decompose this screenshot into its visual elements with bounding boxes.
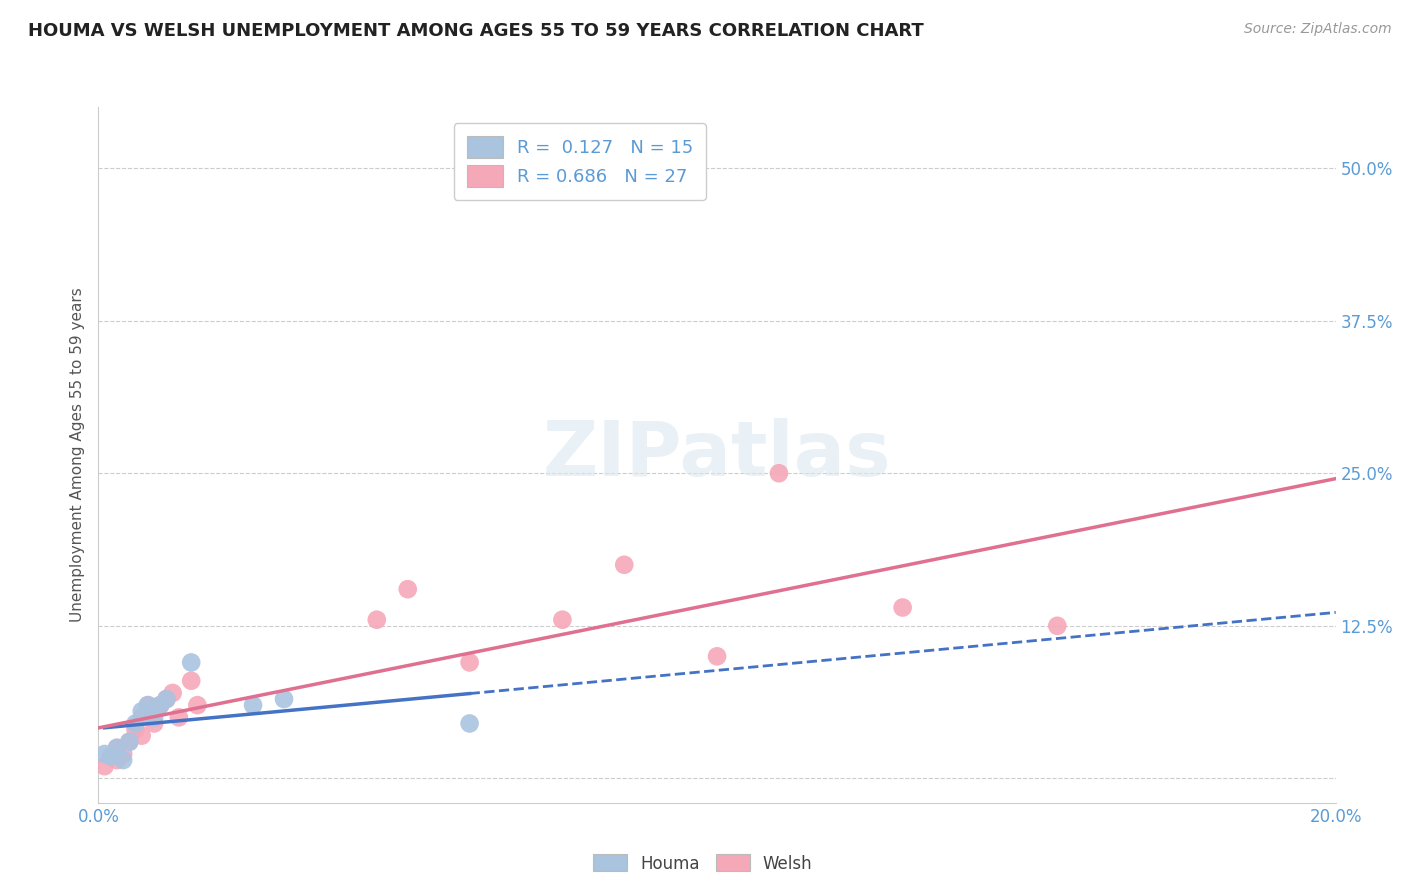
Point <box>396 582 419 597</box>
Point <box>143 710 166 724</box>
Point <box>105 740 128 755</box>
Point <box>136 698 159 713</box>
Point <box>180 656 202 670</box>
Text: ZIPatlas: ZIPatlas <box>543 418 891 491</box>
Point <box>100 749 122 764</box>
Point <box>112 753 135 767</box>
Point <box>706 649 728 664</box>
Point <box>124 723 146 737</box>
Point <box>131 729 153 743</box>
Point <box>149 698 172 713</box>
Point <box>458 656 481 670</box>
Point <box>155 692 177 706</box>
Point <box>891 600 914 615</box>
Point <box>155 692 177 706</box>
Point <box>136 698 159 713</box>
Point <box>143 704 166 718</box>
Point <box>124 716 146 731</box>
Point <box>613 558 636 572</box>
Point <box>118 735 141 749</box>
Point <box>118 735 141 749</box>
Point <box>242 698 264 713</box>
Point <box>273 692 295 706</box>
Point <box>100 749 122 764</box>
Legend: Houma, Welsh: Houma, Welsh <box>586 847 820 880</box>
Point <box>458 716 481 731</box>
Point <box>551 613 574 627</box>
Point <box>167 710 190 724</box>
Y-axis label: Unemployment Among Ages 55 to 59 years: Unemployment Among Ages 55 to 59 years <box>69 287 84 623</box>
Text: HOUMA VS WELSH UNEMPLOYMENT AMONG AGES 55 TO 59 YEARS CORRELATION CHART: HOUMA VS WELSH UNEMPLOYMENT AMONG AGES 5… <box>28 22 924 40</box>
Point <box>131 704 153 718</box>
Point <box>93 759 115 773</box>
Point <box>366 613 388 627</box>
Point <box>131 710 153 724</box>
Text: Source: ZipAtlas.com: Source: ZipAtlas.com <box>1244 22 1392 37</box>
Point <box>149 698 172 713</box>
Point <box>186 698 208 713</box>
Point <box>93 747 115 761</box>
Point <box>112 747 135 761</box>
Point <box>105 740 128 755</box>
Point <box>768 467 790 481</box>
Legend: R =  0.127   N = 15, R = 0.686   N = 27: R = 0.127 N = 15, R = 0.686 N = 27 <box>454 123 706 200</box>
Point <box>143 716 166 731</box>
Point <box>1046 619 1069 633</box>
Point <box>162 686 184 700</box>
Point <box>105 753 128 767</box>
Point <box>180 673 202 688</box>
